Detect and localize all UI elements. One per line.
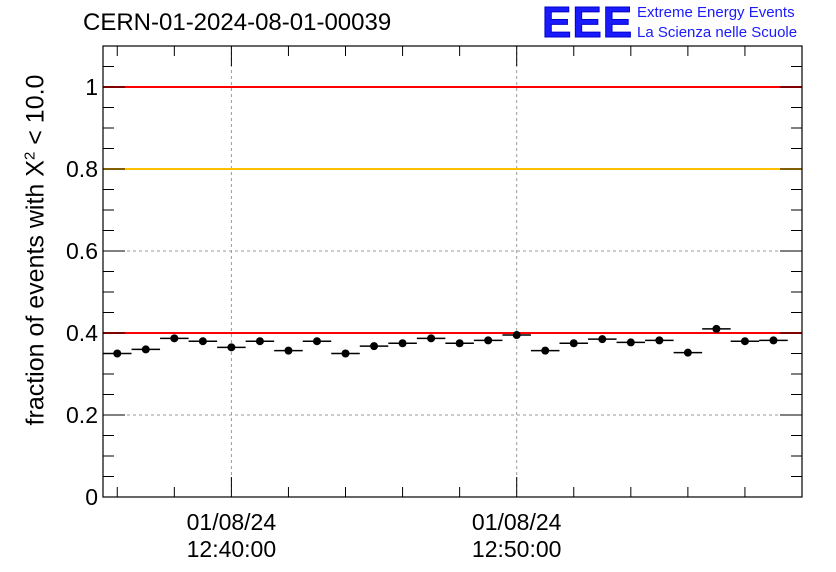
data-point: [455, 339, 464, 348]
data-point: [569, 339, 578, 348]
x-tick-label-time: 12:40:00: [187, 536, 277, 562]
plot-frame: [102, 45, 803, 498]
y-tick-label: 0: [85, 484, 98, 510]
x-tick-label-date: 01/08/24: [187, 509, 277, 535]
data-point: [655, 336, 664, 345]
data-point: [227, 343, 236, 352]
data-point: [141, 345, 150, 354]
data-point: [370, 342, 379, 351]
data-point: [198, 337, 207, 346]
x-tick-label-date: 01/08/24: [472, 509, 562, 535]
data-point: [312, 337, 321, 346]
y-tick-label: 0.2: [66, 402, 98, 428]
data-point: [341, 349, 350, 358]
data-point: [541, 346, 550, 355]
chart-title: CERN-01-2024-08-01-00039: [83, 9, 392, 36]
data-point: [626, 338, 635, 347]
data-point: [284, 346, 293, 355]
logo-line-1: Extreme Energy Events: [637, 4, 795, 21]
data-point: [740, 337, 749, 346]
y-tick-label: 0.8: [66, 156, 98, 182]
eee-logo: EEE Extreme Energy Events La Scienza nel…: [541, 0, 832, 48]
data-point: [113, 349, 122, 358]
logo-mark: EEE: [541, 0, 634, 48]
y-tick-label: 1: [85, 74, 98, 100]
data-point: [512, 331, 521, 340]
data-point: [769, 336, 778, 345]
data-point: [255, 337, 264, 346]
data-point: [427, 334, 436, 343]
y-tick-label: 0.4: [66, 320, 98, 346]
logo-line-2: La Scienza nelle Scuole: [637, 24, 798, 41]
y-tick-label: 0.6: [66, 238, 98, 264]
data-point: [598, 335, 607, 344]
data-point: [170, 334, 179, 343]
data-point: [484, 336, 493, 345]
data-point: [398, 339, 407, 348]
x-tick-label-time: 12:50:00: [472, 536, 562, 562]
data-point: [683, 348, 692, 357]
data-point: [712, 324, 721, 333]
